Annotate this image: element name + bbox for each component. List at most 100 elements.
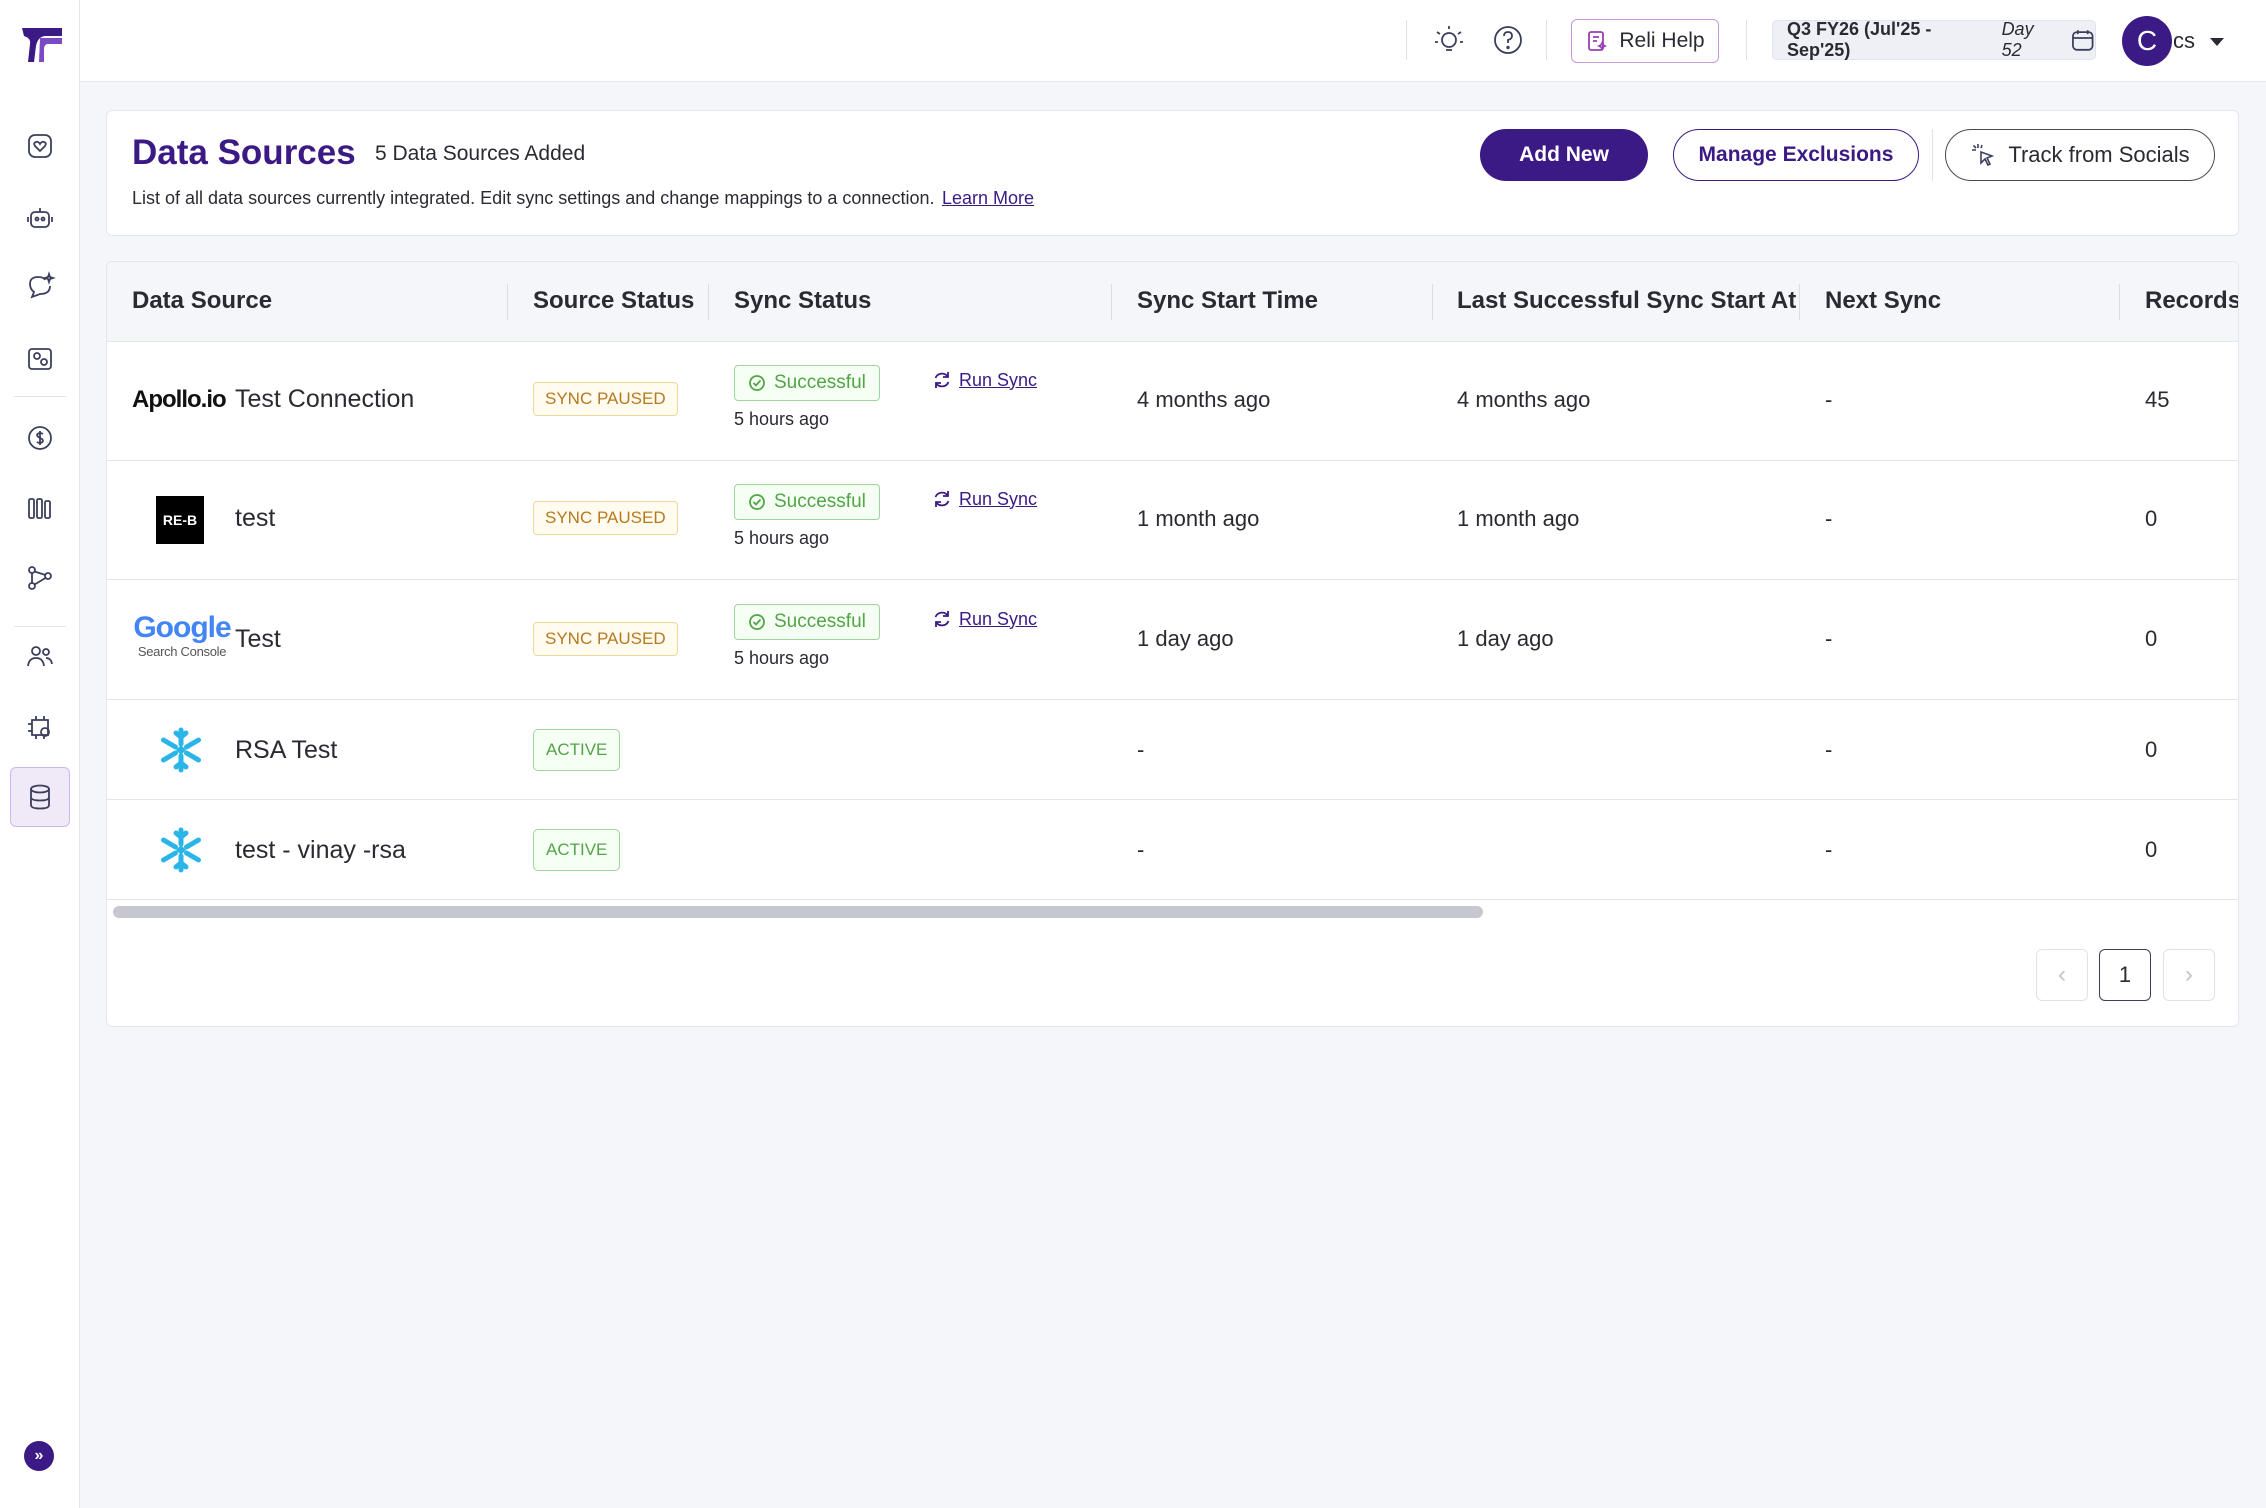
horizontal-scrollbar[interactable] <box>113 906 1483 918</box>
users-icon <box>27 646 53 667</box>
records-count: 0 <box>2145 737 2158 762</box>
sync-start-time: 4 months ago <box>1137 387 1271 412</box>
column-header-last-successful-sync[interactable]: Last Successful Sync Start At <box>1457 287 1797 314</box>
sidebar-item-chat[interactable] <box>10 256 70 316</box>
sidebar-item-heart[interactable] <box>10 116 70 176</box>
table-header: Data Source Source Status Sync Status Sy… <box>107 262 2239 342</box>
theme-toggle-button[interactable] <box>1430 21 1468 59</box>
source-status-badge: SYNC PAUSED <box>533 622 678 656</box>
pagination-next-button[interactable]: › <box>2163 949 2215 1001</box>
data-source-name[interactable]: Test <box>235 625 281 653</box>
chat-sparkle-icon <box>29 271 56 299</box>
run-sync-label: Run Sync <box>959 608 1038 629</box>
heart-shield-icon <box>28 134 52 158</box>
last-successful-sync: 1 day ago <box>1457 626 1554 651</box>
check-circle-icon <box>749 375 765 391</box>
accounts-icon <box>28 348 52 370</box>
reli-help-icon <box>1588 31 1608 52</box>
topbar-divider <box>1406 20 1407 60</box>
table-row[interactable]: test - vinay -rsa ACTIVE - - 0 <box>107 800 2238 900</box>
cursor-click-icon <box>1972 144 1995 167</box>
column-divider <box>1432 284 1433 320</box>
google-logo-sub: Search Console <box>137 644 227 659</box>
expand-sidebar-button[interactable]: » <box>24 1441 54 1471</box>
run-sync-link[interactable]: Run Sync <box>931 608 1037 630</box>
source-status-badge: ACTIVE <box>533 829 621 871</box>
sidebar-item-workflows[interactable] <box>10 548 70 608</box>
table-row[interactable]: Google Search Console Test SYNC PAUSED S… <box>107 580 2238 700</box>
sync-ago: 5 hours ago <box>734 528 830 548</box>
apollo-logo: Apollo.io <box>132 386 227 413</box>
data-source-name[interactable]: test <box>235 504 276 532</box>
pagination-prev-button[interactable]: ‹ <box>2036 949 2088 1001</box>
sidebar-item-pipeline[interactable] <box>10 478 70 538</box>
column-divider <box>2119 284 2120 320</box>
page-title: Data Sources <box>132 133 356 172</box>
column-header-source-status[interactable]: Source Status <box>533 287 695 314</box>
sync-status-label: Successful <box>774 611 866 632</box>
user-menu-caret-icon[interactable] <box>2210 38 2224 46</box>
reli-help-button[interactable]: Reli Help <box>1571 19 1719 63</box>
next-sync: - <box>1825 737 1833 762</box>
sync-start-time: 1 month ago <box>1137 506 1260 531</box>
manage-exclusions-button[interactable]: Manage Exclusions <box>1673 129 1919 181</box>
sync-status-label: Successful <box>774 491 866 512</box>
column-header-sync-status[interactable]: Sync Status <box>734 287 872 314</box>
sidebar-item-revenue[interactable] <box>10 408 70 468</box>
sync-start-time: 1 day ago <box>1137 626 1234 651</box>
calendar-icon <box>2071 30 2093 51</box>
sidebar-item-accounts[interactable] <box>10 328 70 388</box>
learn-more-link[interactable]: Learn More <box>942 188 1035 208</box>
run-sync-link[interactable]: Run Sync <box>931 369 1037 391</box>
table-row[interactable]: RSA Test ACTIVE - - 0 <box>107 700 2238 800</box>
help-button[interactable] <box>1489 21 1527 59</box>
source-status-badge: SYNC PAUSED <box>533 382 678 416</box>
sidebar-item-data-sources[interactable] <box>10 767 70 827</box>
sidebar-item-users[interactable] <box>10 626 70 686</box>
sidebar-item-bot[interactable] <box>10 188 70 248</box>
column-header-data-source[interactable]: Data Source <box>132 287 273 314</box>
quarter-selector[interactable]: Q3 FY26 (Jul'25 - Sep'25) Day 52 <box>1772 19 2096 60</box>
snowflake-icon <box>161 827 201 873</box>
quarter-label: Q3 FY26 (Jul'25 - Sep'25) <box>1787 19 1932 60</box>
dollar-icon <box>28 426 52 450</box>
data-source-name[interactable]: test - vinay -rsa <box>235 836 406 864</box>
refresh-icon <box>934 491 950 507</box>
track-from-socials-button[interactable]: Track from Socials <box>1945 129 2215 181</box>
column-header-next-sync[interactable]: Next Sync <box>1825 287 1942 314</box>
topbar: Reli Help Q3 FY26 (Jul'25 - Sep'25) Day … <box>80 0 2266 82</box>
refresh-icon <box>934 611 950 627</box>
snowflake-icon <box>161 727 201 773</box>
database-icon <box>30 784 50 810</box>
data-source-name[interactable]: Test Connection <box>235 385 415 413</box>
column-divider <box>708 284 709 320</box>
sidebar: » <box>0 0 80 1508</box>
brand-logo[interactable] <box>20 24 64 64</box>
data-source-name[interactable]: RSA Test <box>235 736 338 764</box>
pagination-page-1[interactable]: 1 <box>2099 949 2151 1001</box>
sidebar-item-settings[interactable] <box>10 697 70 757</box>
table-row[interactable]: Apollo.io Test Connection SYNC PAUSED Su… <box>107 342 2238 461</box>
table-row[interactable]: RE-B test SYNC PAUSED Successful 5 hours… <box>107 461 2238 580</box>
lightbulb-icon <box>1435 26 1463 51</box>
column-header-sync-start-time[interactable]: Sync Start Time <box>1137 287 1318 314</box>
add-new-button[interactable]: Add New <box>1480 129 1648 181</box>
quarter-day: Day 52 <box>2001 19 2034 60</box>
column-divider <box>507 284 508 320</box>
avatar[interactable]: C <box>2122 16 2172 66</box>
google-logo-text: Google <box>133 611 231 644</box>
column-divider <box>1111 284 1112 320</box>
refresh-icon <box>934 372 950 388</box>
next-sync: - <box>1825 506 1833 531</box>
column-header-records[interactable]: Records <box>2145 287 2239 314</box>
sidebar-divider <box>14 396 66 397</box>
data-source-count: 5 Data Sources Added <box>375 142 586 165</box>
run-sync-link[interactable]: Run Sync <box>931 488 1037 510</box>
reb-logo: RE-B <box>156 496 204 544</box>
run-sync-label: Run Sync <box>959 488 1038 509</box>
sync-ago: 5 hours ago <box>734 648 830 668</box>
question-circle-icon <box>1494 26 1522 54</box>
last-successful-sync: 4 months ago <box>1457 387 1591 412</box>
user-name[interactable]: cs <box>2173 28 2195 53</box>
page-header: Data Sources 5 Data Sources Added List o… <box>106 110 2239 236</box>
